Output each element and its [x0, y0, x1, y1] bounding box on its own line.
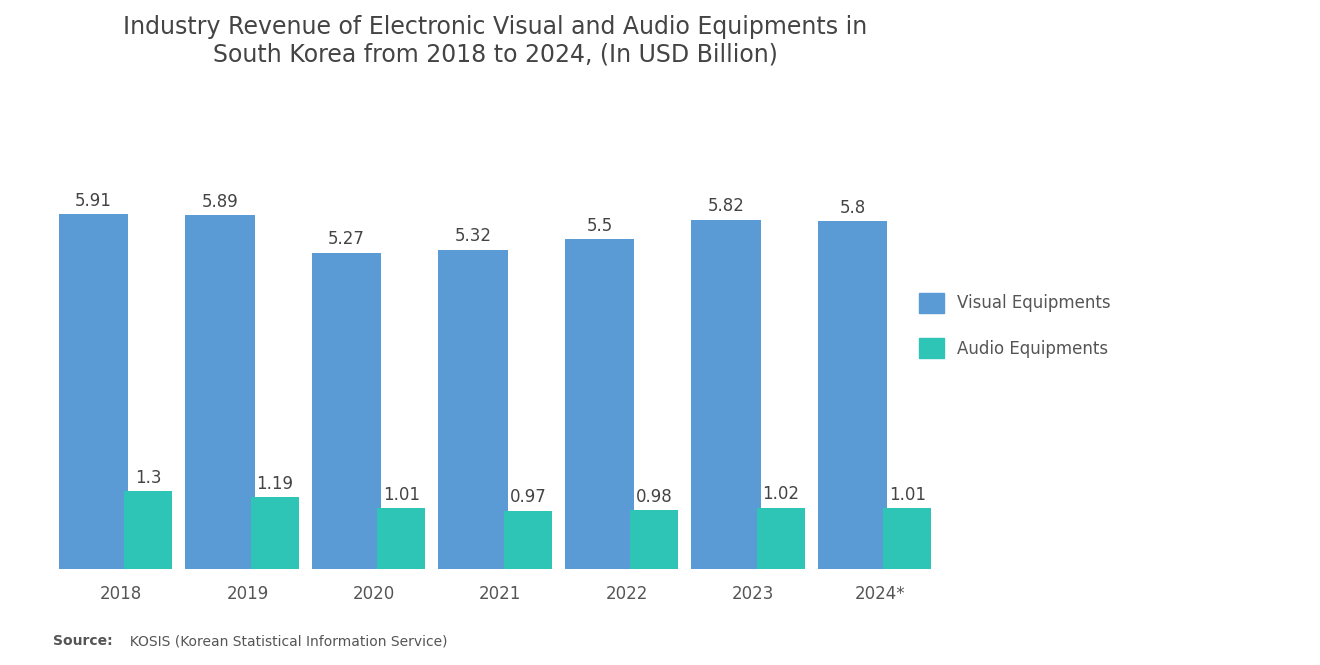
Bar [124, 491, 173, 569]
Legend: Visual Equipments, Audio Equipments: Visual Equipments, Audio Equipments [919, 293, 1110, 358]
Text: 1.3: 1.3 [135, 469, 162, 487]
Text: 1.01: 1.01 [888, 486, 925, 504]
Text: 1.02: 1.02 [763, 485, 800, 503]
Bar [692, 219, 760, 569]
Bar [565, 239, 634, 569]
Bar [631, 510, 678, 569]
Text: 0.97: 0.97 [510, 488, 546, 506]
Bar [58, 214, 128, 569]
Bar [312, 253, 381, 569]
Text: 5.89: 5.89 [202, 193, 239, 211]
Text: 1.19: 1.19 [256, 475, 293, 493]
Bar [185, 215, 255, 569]
Bar [883, 508, 932, 569]
Text: 5.32: 5.32 [454, 227, 491, 245]
Text: Source:: Source: [53, 634, 112, 648]
Bar [756, 507, 805, 569]
Bar [817, 221, 887, 569]
Title: Industry Revenue of Electronic Visual and Audio Equipments in
South Korea from 2: Industry Revenue of Electronic Visual an… [123, 15, 867, 66]
Text: 5.8: 5.8 [840, 199, 866, 217]
Text: 1.01: 1.01 [383, 486, 420, 504]
Bar [504, 511, 552, 569]
Text: 0.98: 0.98 [636, 487, 673, 506]
Text: 5.82: 5.82 [708, 198, 744, 215]
Bar [438, 249, 508, 569]
Text: KOSIS (Korean Statistical Information Service): KOSIS (Korean Statistical Information Se… [121, 634, 447, 648]
Bar [251, 497, 298, 569]
Text: 5.91: 5.91 [75, 192, 112, 210]
Bar [378, 508, 425, 569]
Text: 5.5: 5.5 [586, 217, 612, 235]
Text: 5.27: 5.27 [327, 230, 364, 248]
